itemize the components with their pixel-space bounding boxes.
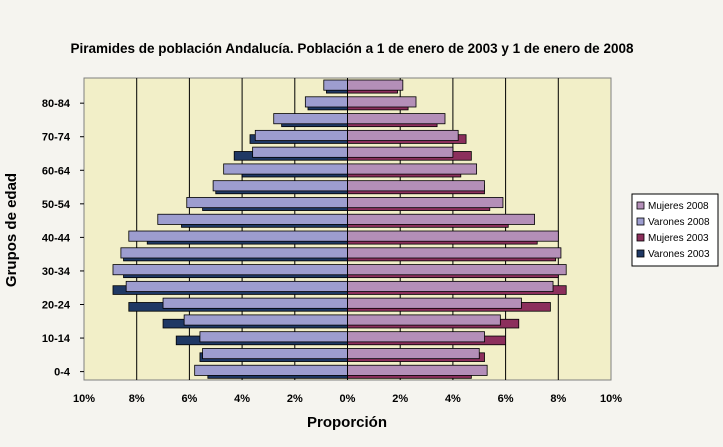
bar-mujeres-2008 <box>347 280 554 292</box>
y-tick-label: 60-64 <box>42 165 71 177</box>
bar-varones-2008 <box>186 197 348 209</box>
y-axis-title: Grupos de edad <box>3 173 20 287</box>
bar-varones-2008 <box>304 96 348 108</box>
bar-mujeres-2008 <box>347 197 504 209</box>
bar-mujeres-2008 <box>347 146 454 158</box>
y-tick-label: 40-44 <box>42 232 71 244</box>
x-tick-label: 4% <box>445 393 461 405</box>
bar-varones-2008 <box>254 129 348 141</box>
bar-mujeres-2008 <box>347 180 485 192</box>
y-tick-label: 80-84 <box>42 98 71 110</box>
bar-mujeres-2008 <box>347 213 535 225</box>
y-tick-label: 70-74 <box>42 132 71 144</box>
bar-mujeres-2008 <box>347 96 417 108</box>
bar-mujeres-2008 <box>347 348 480 360</box>
bar-mujeres-2008 <box>347 230 559 242</box>
axes-group: 10% 8% 6% 4% 2% 0% 2% 4% 6% 8% 10% 0-4 10-14 20-24 30-… <box>42 78 622 405</box>
bar-varones-2008 <box>273 113 348 125</box>
x-tick-label: 2% <box>287 393 303 405</box>
bar-varones-2008 <box>183 314 348 326</box>
bar-varones-2008 <box>194 364 348 376</box>
legend-entry-label: Varones 2003 <box>648 249 710 260</box>
bar-varones-2008 <box>212 180 348 192</box>
bar-mujeres-2008 <box>347 364 488 376</box>
legend-swatch <box>636 201 645 210</box>
legend: Mujeres 2008 Varones 2008 Mujeres 2003 Varo… <box>631 193 719 267</box>
y-tick-label: 50-54 <box>42 199 71 211</box>
x-tick-label: 0% <box>340 393 356 405</box>
y-tick-label: 0-4 <box>54 367 71 379</box>
x-tick-label: 10% <box>73 393 95 405</box>
x-tick-label: 10% <box>600 393 622 405</box>
legend-swatch <box>636 249 645 258</box>
bar-varones-2008 <box>323 79 348 91</box>
legend-swatch <box>636 217 645 226</box>
x-tick-label: 2% <box>392 393 408 405</box>
bar-mujeres-2008 <box>347 113 446 125</box>
x-tick-label: 6% <box>498 393 514 405</box>
legend-swatch <box>636 233 645 242</box>
bars-group <box>112 79 567 379</box>
legend-box <box>631 193 719 267</box>
legend-entry-label: Mujeres 2008 <box>648 201 709 212</box>
bar-mujeres-2008 <box>347 129 459 141</box>
bar-mujeres-2008 <box>347 79 404 91</box>
bar-mujeres-2008 <box>347 331 485 343</box>
bar-varones-2008 <box>162 297 348 309</box>
x-tick-label: 8% <box>129 393 145 405</box>
bar-varones-2008 <box>252 146 348 158</box>
legend-entry-label: Mujeres 2003 <box>648 233 709 244</box>
bar-varones-2008 <box>223 163 348 175</box>
bar-varones-2008 <box>125 280 348 292</box>
bar-varones-2008 <box>128 230 348 242</box>
y-tick-label: 30-34 <box>42 266 71 278</box>
bar-varones-2008 <box>112 264 348 276</box>
x-tick-label: 6% <box>181 393 197 405</box>
bar-mujeres-2008 <box>347 247 562 259</box>
bar-mujeres-2008 <box>347 163 478 175</box>
x-tick-label: 4% <box>234 393 250 405</box>
bar-varones-2008 <box>120 247 348 259</box>
legend-entry-label: Varones 2008 <box>648 217 710 228</box>
bar-varones-2008 <box>199 331 348 343</box>
x-tick-label: 8% <box>550 393 566 405</box>
x-axis-title: Proporción <box>307 414 387 431</box>
y-tick-label: 20-24 <box>42 300 71 312</box>
bar-mujeres-2008 <box>347 264 567 276</box>
chart-title: Piramides de población Andalucía. Poblac… <box>71 41 634 56</box>
bar-mujeres-2008 <box>347 314 501 326</box>
y-tick-label: 10-14 <box>42 333 71 345</box>
bar-mujeres-2008 <box>347 297 522 309</box>
bar-varones-2008 <box>157 213 348 225</box>
bar-varones-2008 <box>202 348 348 360</box>
